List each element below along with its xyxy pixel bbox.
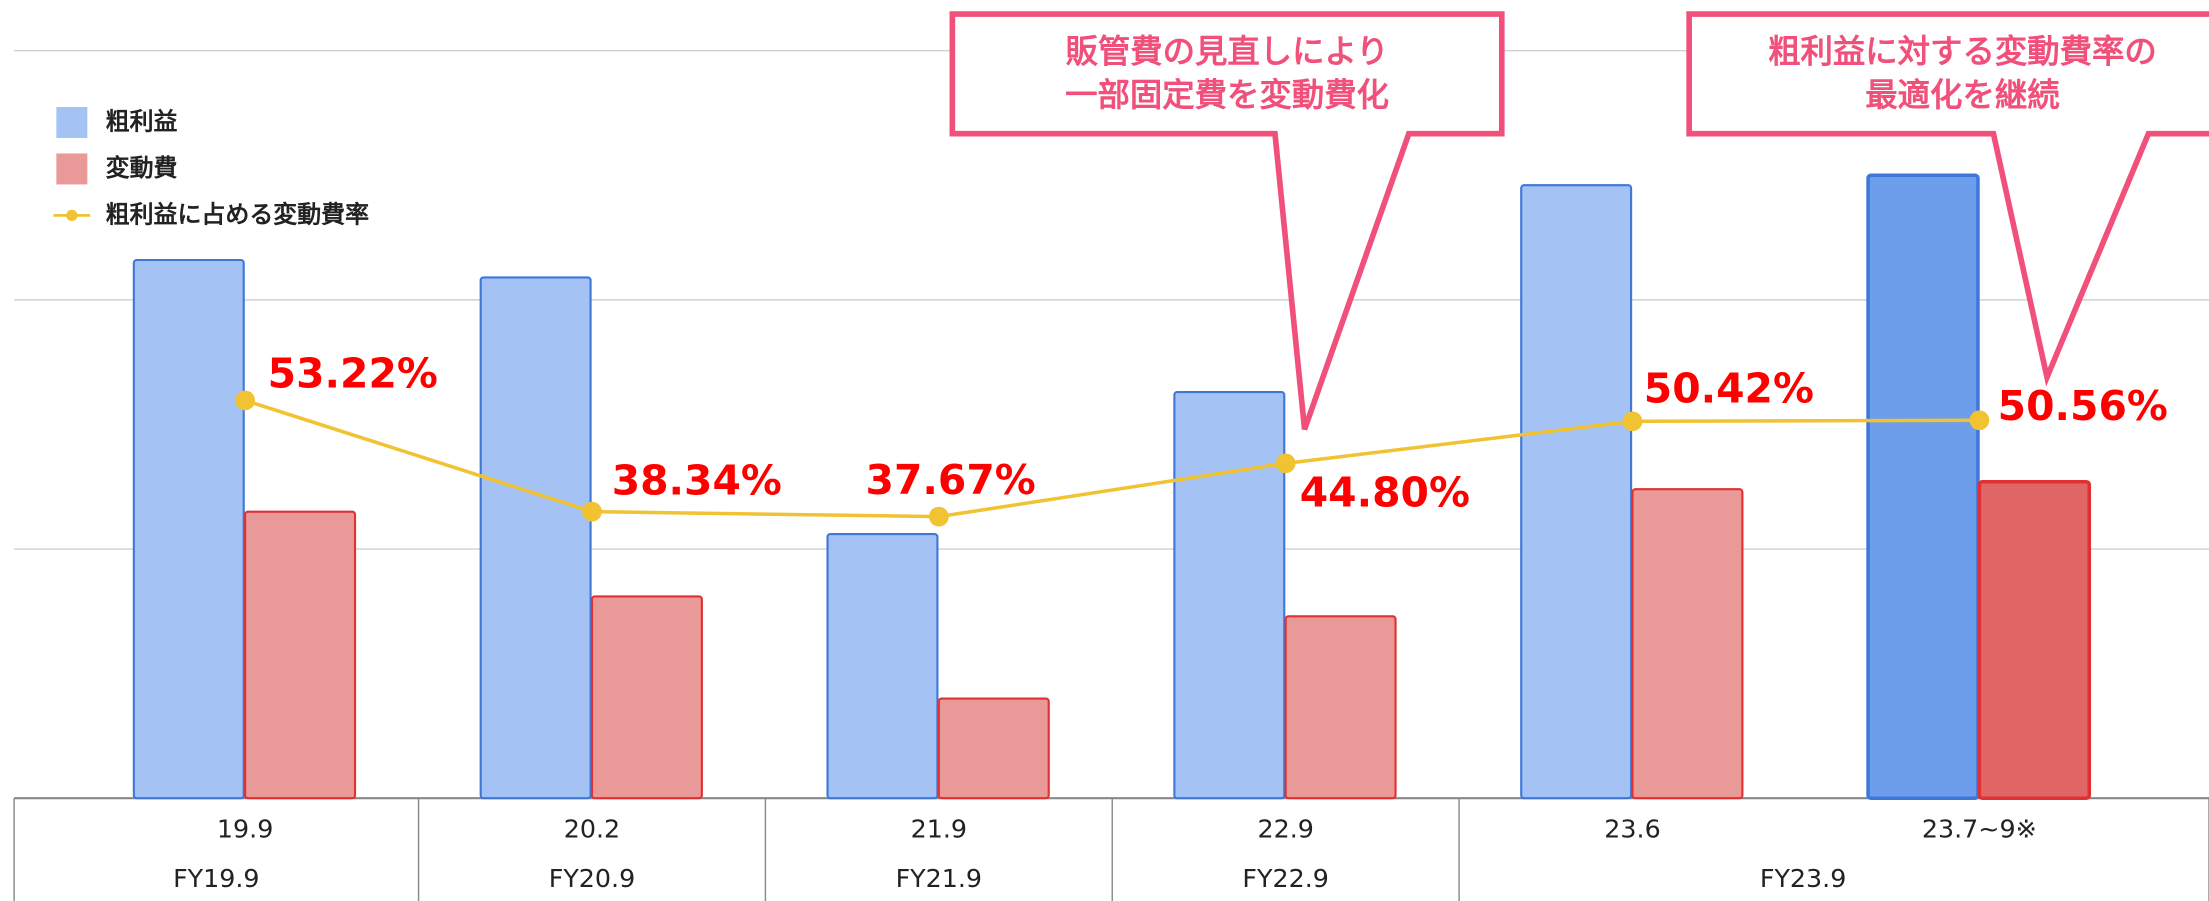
legend-swatch: [56, 106, 88, 138]
x-tick-label: 21.9: [911, 814, 967, 844]
callout-text: 最適化を継続: [1865, 76, 2060, 114]
bar: [1520, 184, 1633, 800]
bar: [1173, 391, 1286, 800]
line-point: [928, 506, 949, 527]
bar: [244, 510, 357, 800]
x-tick-label: 20.2: [564, 814, 620, 844]
bar: [1977, 480, 2092, 800]
legend-dot: [66, 209, 78, 222]
bar: [1631, 488, 1744, 800]
legend-label: 粗利益: [106, 107, 178, 135]
data-label: 50.42%: [1644, 365, 1814, 413]
bar: [132, 258, 245, 800]
callout: [1686, 11, 2209, 387]
callout-text: 粗利益に対する変動費率の: [1768, 33, 2157, 71]
x-group-label: FY23.9: [1760, 863, 1846, 893]
legend-swatch: [56, 153, 88, 185]
data-label: 50.56%: [1998, 382, 2168, 430]
bar: [590, 595, 703, 800]
line: [244, 398, 1980, 519]
x-tick-label: 23.6: [1604, 814, 1660, 844]
line-point: [235, 390, 255, 411]
bar: [479, 276, 592, 800]
data-label: 38.34%: [612, 456, 782, 504]
line-point: [1275, 453, 1296, 474]
line-point: [1969, 410, 1990, 431]
legend-label: 変動費: [106, 154, 178, 182]
callout: [949, 11, 1505, 431]
line-point: [582, 501, 602, 522]
data-label: 53.22%: [268, 349, 438, 397]
x-tick-label: 19.9: [217, 814, 273, 844]
bar: [1284, 615, 1397, 800]
x-group-label: FY19.9: [173, 863, 259, 893]
bar: [826, 533, 939, 800]
callout-text: 一部固定費を変動費化: [1065, 76, 1389, 114]
x-group-label: FY21.9: [896, 863, 982, 893]
x-group-label: FY22.9: [1242, 863, 1328, 893]
data-label: 44.80%: [1300, 469, 1470, 517]
bar: [937, 697, 1050, 800]
x-tick-label: 22.9: [1257, 814, 1313, 844]
x-group-label: FY20.9: [549, 863, 635, 893]
callout-text: 販管費の見直しにより: [1065, 33, 1388, 71]
line-point: [1622, 411, 1643, 432]
legend-label: 粗利益に占める変動費率: [106, 200, 369, 228]
bar: [1866, 173, 1980, 800]
x-tick-label: 23.7~9※: [1922, 814, 2037, 844]
data-label: 37.67%: [866, 456, 1036, 504]
